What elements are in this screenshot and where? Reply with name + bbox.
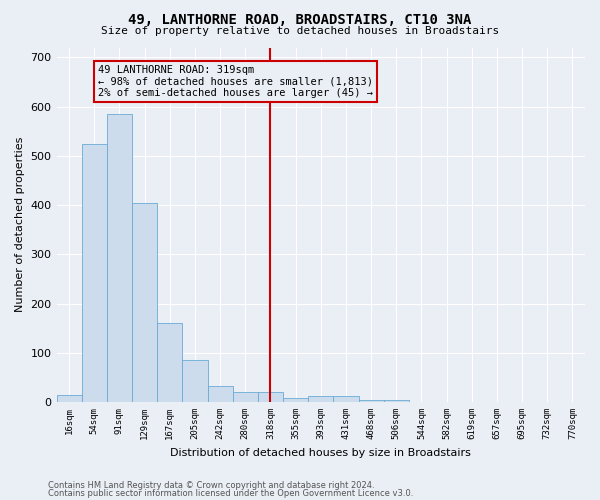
Bar: [334, 396, 359, 402]
Bar: [132, 202, 157, 402]
Bar: [233, 392, 258, 402]
Text: 49, LANTHORNE ROAD, BROADSTAIRS, CT10 3NA: 49, LANTHORNE ROAD, BROADSTAIRS, CT10 3N…: [128, 12, 472, 26]
Bar: [308, 396, 334, 402]
Text: Contains public sector information licensed under the Open Government Licence v3: Contains public sector information licen…: [48, 489, 413, 498]
Text: 49 LANTHORNE ROAD: 319sqm
← 98% of detached houses are smaller (1,813)
2% of sem: 49 LANTHORNE ROAD: 319sqm ← 98% of detac…: [98, 64, 373, 98]
Bar: [56, 394, 82, 402]
Bar: [107, 114, 132, 402]
Bar: [283, 398, 308, 402]
Bar: [383, 400, 409, 402]
Bar: [82, 144, 107, 402]
Bar: [157, 324, 182, 402]
Bar: [359, 400, 383, 402]
X-axis label: Distribution of detached houses by size in Broadstairs: Distribution of detached houses by size …: [170, 448, 471, 458]
Text: Contains HM Land Registry data © Crown copyright and database right 2024.: Contains HM Land Registry data © Crown c…: [48, 481, 374, 490]
Y-axis label: Number of detached properties: Number of detached properties: [15, 137, 25, 312]
Bar: [208, 386, 233, 402]
Bar: [258, 392, 283, 402]
Bar: [182, 360, 208, 402]
Text: Size of property relative to detached houses in Broadstairs: Size of property relative to detached ho…: [101, 26, 499, 36]
